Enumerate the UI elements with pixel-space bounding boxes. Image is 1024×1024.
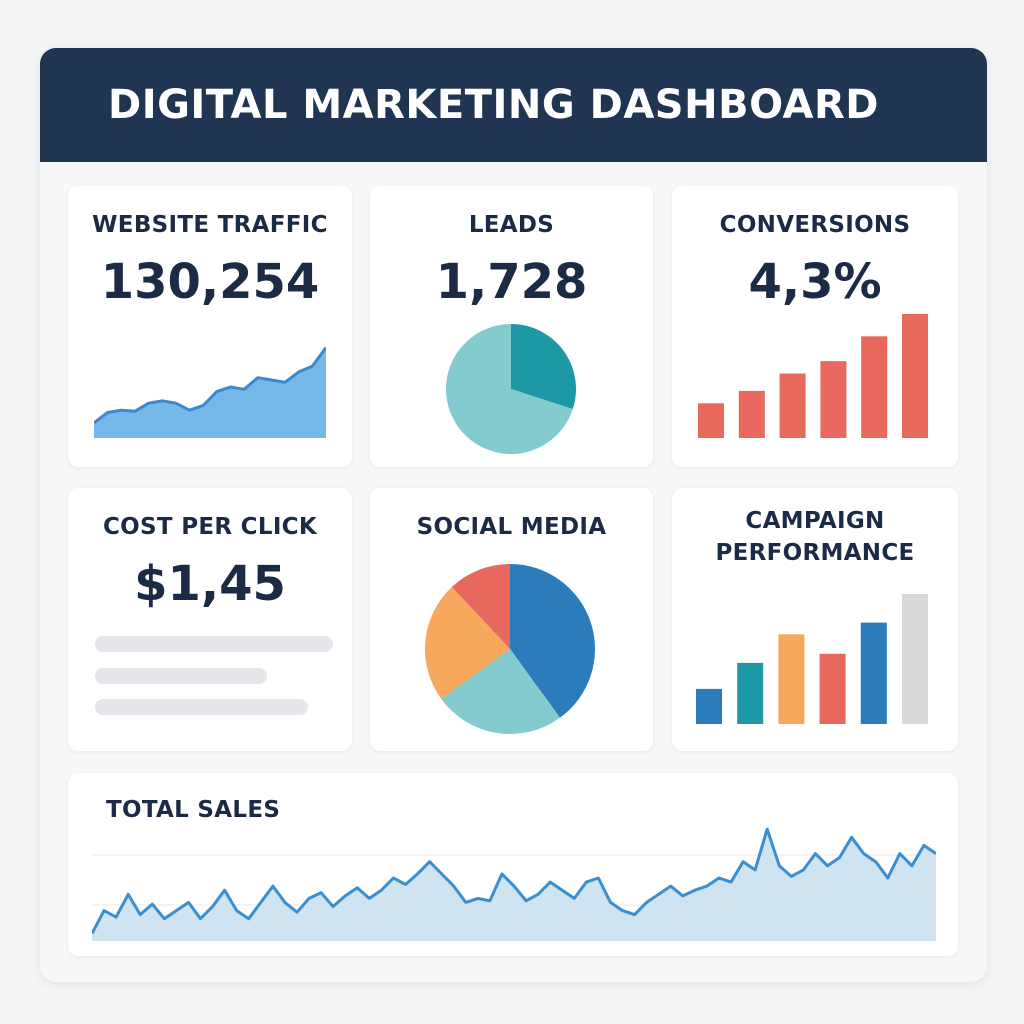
bar-chart-icon (696, 594, 928, 724)
bar (779, 373, 806, 438)
dashboard: DIGITAL MARKETING DASHBOARD WEBSITE TRAF… (40, 48, 987, 982)
card-title: CAMPAIGN (745, 508, 885, 534)
cost-per-click-card[interactable]: COST PER CLICK $1,45 (68, 488, 352, 751)
dashboard-header: DIGITAL MARKETING DASHBOARD (40, 48, 987, 162)
placeholder-line (95, 636, 333, 652)
placeholder-line (95, 668, 267, 684)
area-chart-icon (94, 346, 326, 438)
pie-slice (510, 564, 595, 718)
bar (778, 634, 805, 724)
series-line (92, 827, 936, 935)
area-fill (94, 347, 326, 438)
bar (819, 653, 846, 724)
card-title: TOTAL SALES (106, 797, 281, 823)
campaign-performance-card[interactable]: CAMPAIGN PERFORMANCE (672, 488, 958, 751)
bar (820, 361, 847, 438)
card-title: LEADS (468, 212, 555, 238)
card-value: 1,728 (435, 254, 588, 310)
pie-chart-icon (425, 564, 595, 734)
bar (902, 594, 928, 724)
placeholder-line (95, 699, 308, 715)
conversions-card[interactable]: CONVERSIONS 4,3% (672, 186, 958, 467)
bar (696, 688, 722, 724)
pie-slice (451, 564, 510, 649)
card-value: $1,45 (134, 556, 286, 612)
area-fill (92, 829, 936, 941)
pie-slice (425, 587, 510, 699)
line-chart-icon (92, 827, 936, 941)
series-line (94, 346, 326, 425)
pie-slice (446, 324, 573, 454)
bar (737, 662, 764, 724)
bar (902, 314, 928, 438)
bar (698, 403, 724, 438)
total-sales-card[interactable]: TOTAL SALES (68, 773, 958, 956)
card-title: PERFORMANCE (715, 540, 915, 566)
pie-slice (441, 649, 560, 734)
leads-card[interactable]: LEADS 1,728 (370, 186, 653, 467)
bar (738, 390, 765, 438)
pie-chart-icon (446, 324, 576, 454)
bar (861, 336, 888, 438)
pie-slice (511, 324, 576, 410)
bar (860, 622, 887, 724)
card-value: 130,254 (100, 254, 320, 310)
card-title: COST PER CLICK (103, 514, 317, 540)
card-title: CONVERSIONS (719, 212, 911, 238)
bar-chart-icon (698, 314, 928, 438)
card-title: SOCIAL MEDIA (416, 514, 607, 540)
card-value: 4,3% (748, 254, 882, 310)
card-title: WEBSITE TRAFFIC (92, 212, 328, 238)
website-traffic-card[interactable]: WEBSITE TRAFFIC 130,254 (68, 186, 352, 467)
social-media-card[interactable]: SOCIAL MEDIA (370, 488, 653, 751)
dashboard-title: DIGITAL MARKETING DASHBOARD (108, 82, 879, 128)
